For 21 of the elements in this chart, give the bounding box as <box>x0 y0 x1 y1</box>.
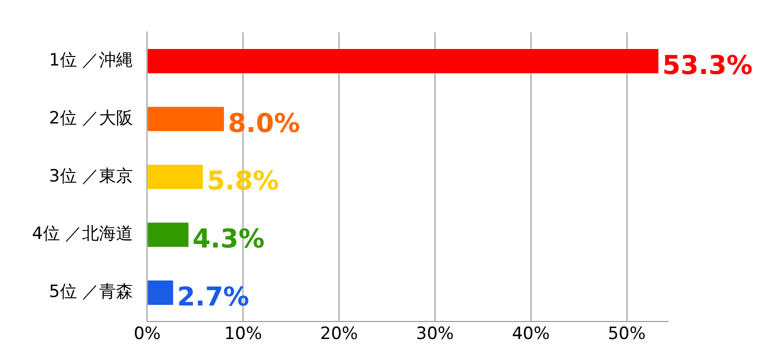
data-label: 8.0% <box>228 108 300 139</box>
x-tick-label: 50% <box>608 324 646 344</box>
bar <box>148 48 658 74</box>
x-tick-label: 0% <box>134 324 161 344</box>
x-tick-label: 40% <box>512 324 550 344</box>
data-label: 53.3% <box>662 50 753 81</box>
data-label: 4.3% <box>192 224 265 255</box>
data-label: 5.8% <box>206 166 279 197</box>
y-tick-label: 2位 ／大阪 <box>48 108 134 128</box>
x-tick-label: 10% <box>224 324 262 344</box>
x-tick-label: 20% <box>320 324 358 344</box>
x-tick-label: 30% <box>416 324 454 344</box>
y-tick-label: 5位 ／青森 <box>48 282 134 302</box>
bar <box>148 164 203 190</box>
bar <box>148 106 224 132</box>
y-tick-label: 3位 ／東京 <box>48 166 134 186</box>
bar <box>148 280 174 305</box>
y-tick-label: 1位 ／沖縄 <box>48 50 134 71</box>
y-tick-label: 4位 ／北海道 <box>32 224 134 244</box>
data-label: 2.7% <box>177 282 250 312</box>
bar <box>148 222 188 247</box>
